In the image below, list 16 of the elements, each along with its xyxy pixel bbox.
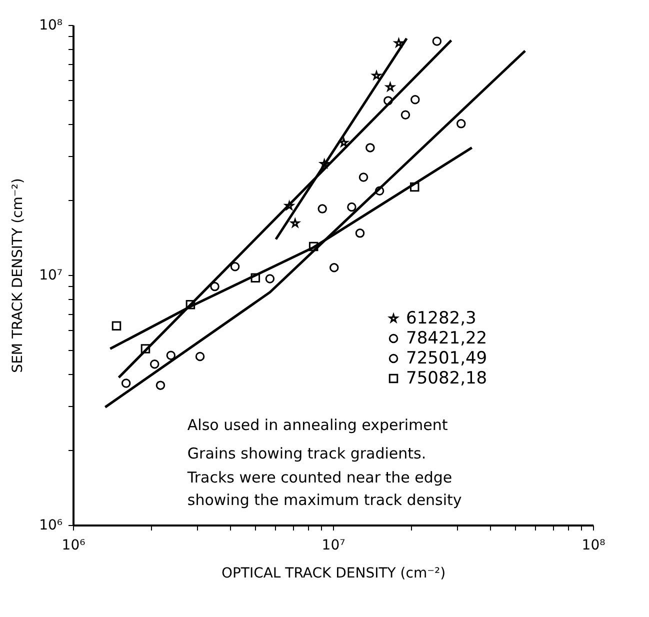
legend-label: 61282,3 bbox=[406, 308, 476, 328]
y-axis-title: SEM TRACK DENSITY (cm⁻²) bbox=[10, 178, 26, 373]
x-axis-title: OPTICAL TRACK DENSITY (cm⁻²) bbox=[221, 566, 446, 582]
legend-label: 75082,18 bbox=[406, 368, 488, 388]
legend-label: 78421,22 bbox=[406, 328, 488, 348]
x-tick-label: 10⁷ bbox=[322, 538, 346, 554]
y-tick-label: 10⁸ bbox=[39, 18, 63, 34]
y-tick-label: 10⁷ bbox=[39, 268, 62, 284]
x-tick-label: 10⁸ bbox=[582, 538, 606, 554]
x-tick-label: 10⁶ bbox=[62, 538, 86, 554]
annotation: Grains showing track gradients. bbox=[187, 444, 426, 462]
y-tick-label: 10⁶ bbox=[39, 518, 63, 534]
annotation: showing the maximum track density bbox=[187, 491, 462, 509]
legend-label: 72501,49 bbox=[406, 348, 488, 368]
annotation: Tracks were counted near the edge bbox=[186, 468, 452, 486]
annotation: Also used in annealing experiment bbox=[187, 416, 448, 434]
